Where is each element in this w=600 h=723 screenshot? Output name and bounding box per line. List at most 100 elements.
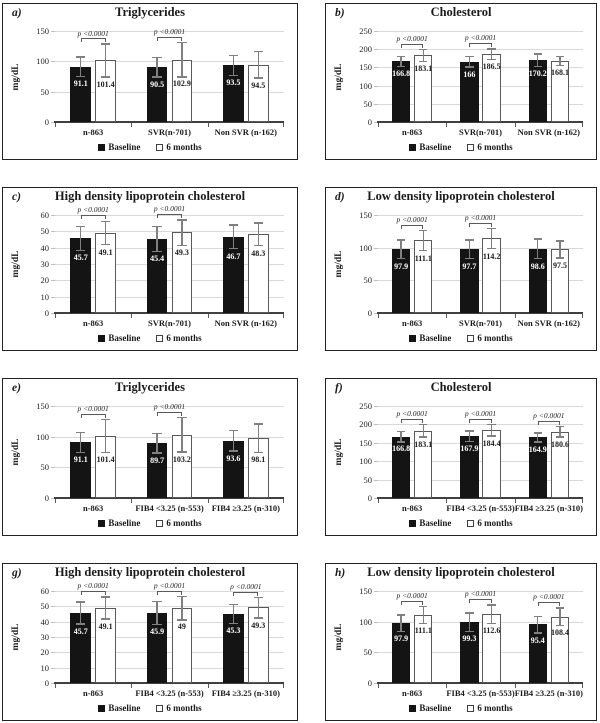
value-label: 48.3	[251, 248, 266, 258]
error-bar-cap-top	[465, 430, 474, 432]
legend: Baseline 6 months	[326, 142, 596, 152]
x-tick-mark	[131, 499, 133, 503]
error-bar	[104, 596, 107, 620]
error-bar	[537, 432, 539, 443]
error-bar-cap-bottom	[152, 452, 162, 454]
gridline	[378, 652, 583, 654]
error-bar	[156, 226, 158, 252]
p-value-bracket	[401, 418, 424, 423]
legend-label-baseline: Baseline	[108, 518, 141, 528]
baseline-swatch-icon	[98, 704, 106, 712]
error-bar-cap-top	[465, 612, 474, 614]
gridline	[55, 247, 284, 249]
gridline	[378, 280, 583, 282]
error-bar	[156, 600, 158, 625]
x-tick-mark	[55, 123, 56, 127]
error-bar-cap-bottom	[253, 617, 263, 619]
legend: Baseline 6 months	[3, 703, 297, 713]
category-label: n-863	[402, 688, 423, 698]
legend-item-baseline: Baseline	[409, 518, 451, 528]
panel-h: h) Low density lipoprotein cholesterol 97.…	[325, 563, 597, 721]
category-label: FIB4 <3.25 (n-553)	[446, 688, 515, 698]
legend-label-6months: 6 months	[166, 333, 202, 343]
error-bar-cap-top	[419, 423, 428, 426]
error-bar	[468, 430, 471, 443]
x-tick-mark	[446, 499, 448, 503]
error-bar-cap-top	[177, 595, 187, 597]
panel-b: b) Cholesterol 166.8 183.1 p <0.0001 n-863 166…	[325, 3, 597, 160]
value-label: 103.2	[172, 454, 191, 464]
error-bar-cap-bottom	[76, 623, 86, 625]
x-tick-mark	[446, 684, 448, 688]
plot-area: 166.8 183.1 p <0.0001 n-863 166 186.5 p <0.000…	[374, 31, 583, 137]
value-label: 98.1	[251, 454, 266, 464]
p-value-bracket	[80, 413, 106, 418]
value-label: 97.5	[552, 261, 567, 271]
error-bar-cap-top	[533, 432, 542, 434]
category-label: Non SVR (n-162)	[517, 318, 580, 328]
legend-item-baseline: Baseline	[409, 142, 451, 152]
value-label: 97.7	[462, 261, 477, 271]
gridline	[378, 31, 583, 32]
x-tick-mark	[207, 123, 209, 127]
error-bar-cap-bottom	[533, 441, 542, 443]
y-tick-label: 50	[363, 474, 373, 485]
panel-letter: c)	[12, 191, 21, 203]
y-tick-label: 250	[359, 26, 372, 36]
p-value-bracket	[233, 591, 259, 596]
y-tick-mark	[51, 31, 55, 32]
y-tick-label: 200	[359, 419, 372, 430]
error-bar-cap-bottom	[465, 441, 474, 443]
x-tick-mark	[378, 314, 379, 318]
value-label: 45.7	[73, 253, 88, 263]
error-bar	[80, 226, 82, 251]
y-tick-mark	[51, 637, 55, 638]
p-value-label: p <0.0001	[464, 33, 497, 43]
x-tick-mark	[514, 314, 516, 318]
y-tick-label: 10	[40, 662, 50, 673]
p-value-label: p <0.0001	[77, 28, 109, 38]
panel-title: High density lipoprotein cholesterol	[54, 565, 246, 579]
p-value-bracket	[469, 418, 492, 423]
error-bar	[490, 604, 493, 624]
p-value-label: p <0.0001	[464, 408, 497, 418]
error-bar-cap-top	[396, 614, 406, 616]
gridline	[378, 591, 583, 592]
y-tick-mark	[51, 280, 55, 282]
category-label: n-863	[402, 503, 423, 513]
error-bar	[537, 53, 539, 67]
y-tick-label: 0	[44, 308, 49, 318]
error-bar-cap-bottom	[177, 451, 187, 453]
panel-f: f) Cholesterol 166.8 183.1 p <0.0001 n-863 167…	[325, 378, 597, 536]
gridline	[55, 296, 284, 298]
p-value-label: p <0.0001	[396, 33, 428, 43]
x-tick-mark	[582, 684, 583, 688]
legend-label-6months: 6 months	[166, 703, 202, 713]
gridline	[55, 61, 284, 63]
p-value-label: p <0.0001	[77, 403, 109, 413]
six-months-swatch-icon	[467, 143, 475, 151]
legend: Baseline 6 months	[3, 333, 297, 343]
error-bar-cap-bottom	[419, 60, 428, 63]
error-bar	[232, 224, 235, 249]
six-months-swatch-icon	[467, 519, 475, 527]
p-value-bracket	[401, 43, 424, 48]
x-tick-mark	[207, 314, 209, 318]
p-value-bracket	[157, 590, 182, 595]
error-bar-cap-top	[487, 423, 496, 426]
error-bar-cap-bottom	[177, 244, 187, 246]
error-bar-cap-top	[76, 601, 86, 603]
panel-d: d) Low density lipoprotein cholesterol 97.…	[325, 187, 597, 351]
error-bar-cap-bottom	[228, 74, 239, 77]
x-tick-mark	[514, 684, 516, 688]
error-bar-cap-bottom	[533, 258, 542, 260]
error-bar-cap-bottom	[228, 247, 239, 250]
y-tick-label: 100	[359, 456, 372, 467]
error-bar-cap-top	[228, 603, 239, 605]
value-label: 45.7	[73, 626, 88, 636]
error-bar-cap-bottom	[253, 451, 263, 453]
category-label: FIB4 <3.25 (n-553)	[135, 503, 204, 513]
legend-item-baseline: Baseline	[98, 333, 140, 343]
gridline	[378, 424, 583, 426]
bar-6months	[247, 607, 269, 683]
